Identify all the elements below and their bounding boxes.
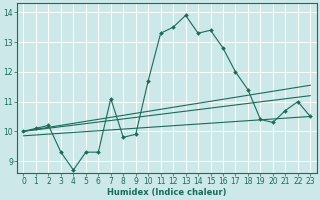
X-axis label: Humidex (Indice chaleur): Humidex (Indice chaleur) xyxy=(107,188,227,197)
